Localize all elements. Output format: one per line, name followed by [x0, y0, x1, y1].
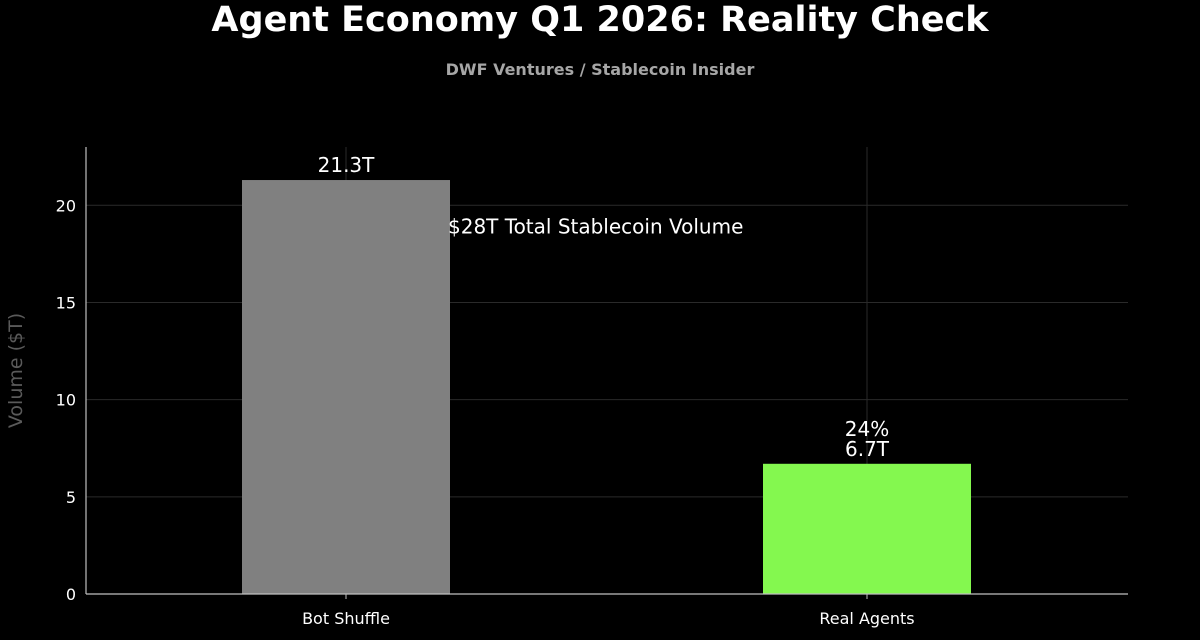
ytick-label-0: 0	[66, 585, 76, 604]
bar-real-agents	[763, 463, 971, 594]
bar-layer	[242, 180, 971, 594]
ytick-label-15: 15	[56, 293, 76, 312]
ytick-label-10: 10	[56, 391, 76, 410]
chart-title: Agent Economy Q1 2026: Reality Check	[211, 0, 989, 40]
xtick-label-1: Real Agents	[819, 609, 914, 628]
chart-subtitle: DWF Ventures / Stablecoin Insider	[445, 60, 755, 79]
annotation-1: 24%	[845, 417, 889, 441]
annotation-0: $28T Total Stablecoin Volume	[448, 215, 743, 239]
bar-bot-shuffle	[242, 180, 450, 594]
y-axis-label: Volume ($T)	[5, 313, 27, 428]
xtick-label-0: Bot Shuffle	[302, 609, 390, 628]
text-layer: 0 5 10 15 20 21.3T Bot Shuffle 6.7T Real Agents V…	[5, 153, 915, 628]
ytick-label-5: 5	[66, 488, 76, 507]
ytick-label-20: 20	[56, 196, 76, 215]
data-label-0: 21.3T	[318, 153, 376, 177]
axis-layer	[85, 147, 1128, 599]
data-label-1: 6.7T	[845, 437, 890, 461]
